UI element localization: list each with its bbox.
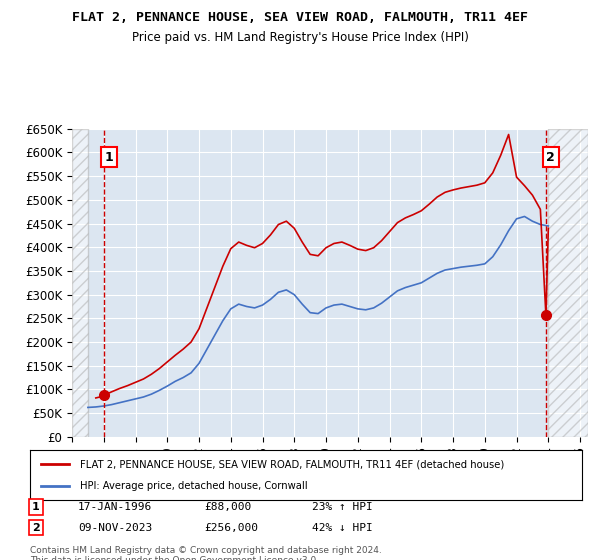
Text: FLAT 2, PENNANCE HOUSE, SEA VIEW ROAD, FALMOUTH, TR11 4EF (detached house): FLAT 2, PENNANCE HOUSE, SEA VIEW ROAD, F… — [80, 459, 504, 469]
Text: 1: 1 — [32, 502, 40, 512]
Text: FLAT 2, PENNANCE HOUSE, SEA VIEW ROAD, FALMOUTH, TR11 4EF: FLAT 2, PENNANCE HOUSE, SEA VIEW ROAD, F… — [72, 11, 528, 24]
Text: 17-JAN-1996: 17-JAN-1996 — [78, 502, 152, 512]
Text: 2: 2 — [32, 522, 40, 533]
Text: 23% ↑ HPI: 23% ↑ HPI — [312, 502, 373, 512]
Text: 42% ↓ HPI: 42% ↓ HPI — [312, 522, 373, 533]
Text: 2: 2 — [547, 151, 555, 164]
Text: £88,000: £88,000 — [204, 502, 251, 512]
Text: Price paid vs. HM Land Registry's House Price Index (HPI): Price paid vs. HM Land Registry's House … — [131, 31, 469, 44]
Text: 1: 1 — [105, 151, 113, 164]
Text: £256,000: £256,000 — [204, 522, 258, 533]
Text: HPI: Average price, detached house, Cornwall: HPI: Average price, detached house, Corn… — [80, 480, 307, 491]
Text: 09-NOV-2023: 09-NOV-2023 — [78, 522, 152, 533]
Text: Contains HM Land Registry data © Crown copyright and database right 2024.
This d: Contains HM Land Registry data © Crown c… — [30, 546, 382, 560]
